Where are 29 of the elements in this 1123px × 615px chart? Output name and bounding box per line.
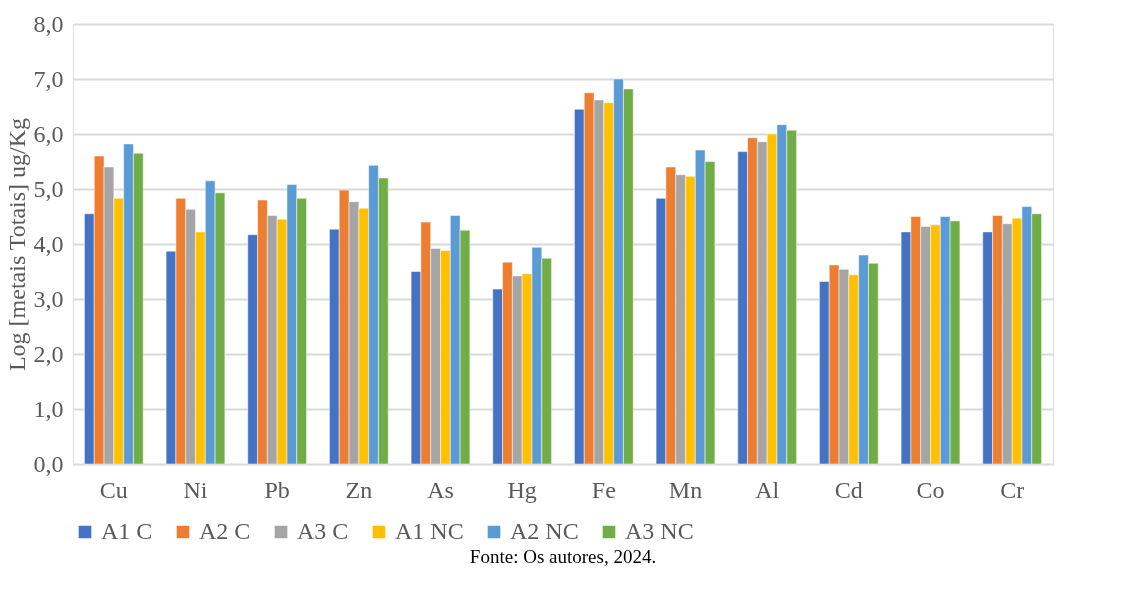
y-tick-label: 2,0 xyxy=(33,340,64,367)
y-tick-label: 6,0 xyxy=(33,120,64,147)
y-tick-label: 4,0 xyxy=(33,230,64,257)
x-tick-label: Fe xyxy=(591,476,616,503)
y-tick-label: 5,0 xyxy=(33,175,64,202)
legend-label: A2 C xyxy=(199,518,251,544)
legend-label: A1 C xyxy=(101,518,153,544)
source-note: Fonte: Os autores, 2024. xyxy=(469,546,657,567)
legend-label: A2 NC xyxy=(510,518,579,544)
x-tick-label: Zn xyxy=(345,476,373,503)
x-tick-label: Hg xyxy=(507,476,537,503)
x-tick-label: Ni xyxy=(183,476,208,503)
legend-label: A3 NC xyxy=(625,518,694,544)
y-tick-label: 1,0 xyxy=(33,395,64,422)
legend-label: A3 C xyxy=(297,518,349,544)
x-tick-label: Al xyxy=(755,476,780,503)
y-tick-label: 3,0 xyxy=(33,285,64,312)
x-tick-label: Pb xyxy=(264,476,290,503)
x-tick-label: Mn xyxy=(668,476,703,503)
y-tick-label: 0,0 xyxy=(33,450,64,477)
y-tick-label: 8,0 xyxy=(33,10,64,37)
x-tick-label: Cu xyxy=(99,476,128,503)
y-axis-title: Log [metais Totais] ug/Kg xyxy=(3,117,30,372)
x-tick-label: Cr xyxy=(1000,476,1025,503)
x-tick-label: As xyxy=(427,476,454,503)
y-tick-label: 7,0 xyxy=(33,65,64,92)
x-tick-label: Cd xyxy=(834,476,863,503)
legend-label: A1 NC xyxy=(395,518,464,544)
x-tick-label: Co xyxy=(916,476,945,503)
